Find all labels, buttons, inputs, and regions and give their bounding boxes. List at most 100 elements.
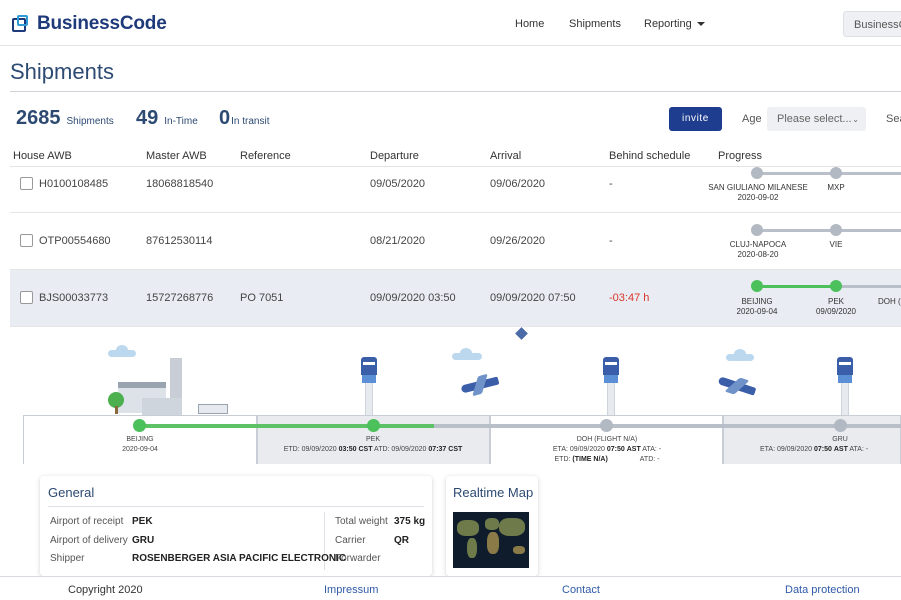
atd-label: ATD: 09/09/2020 [374, 446, 427, 453]
progress-stop-done [830, 280, 842, 292]
stop-name: DOH (FLIGHT N/A) [576, 436, 638, 443]
progress-stop-label: MXP [816, 183, 856, 193]
col-arrival[interactable]: Arrival [490, 150, 522, 162]
col-reference[interactable]: Reference [240, 150, 291, 162]
footer-contact-link[interactable]: Contact [562, 584, 600, 596]
etd-value: (TIME N/A) [572, 456, 608, 463]
row-checkbox[interactable] [20, 234, 33, 247]
stop-name: VIE [829, 240, 843, 249]
nav-shipments[interactable]: Shipments [569, 18, 621, 30]
timeline-label: DOH (FLIGHT N/A) ETA: 09/09/2020 07:50 A… [496, 435, 718, 465]
timeline-label: GRU ETA: 09/09/2020 07:50 AST ATA: - [760, 435, 901, 455]
field-label: Total weight [335, 516, 388, 527]
cell-departure: 09/05/2020 [370, 178, 426, 190]
col-departure[interactable]: Departure [370, 150, 419, 162]
col-progress[interactable]: Progress [718, 150, 763, 162]
progress-track [835, 285, 901, 288]
etd-tz: CST [358, 446, 373, 453]
progress-stop [830, 167, 842, 179]
stat-value: 49 [136, 107, 159, 129]
cell-departure: 09/09/2020 03:50 [370, 292, 456, 304]
airplane-icon [717, 376, 757, 396]
atd-tz: CST [448, 446, 463, 453]
account-button[interactable]: BusinessCode [843, 11, 901, 37]
timeline-dot [600, 419, 613, 432]
atd-time: 07:37 [428, 446, 447, 453]
cell-house-awb: OTP00554680 [39, 235, 111, 247]
table-row[interactable]: OTP00554680 87612530114 08/21/2020 09/26… [10, 213, 901, 270]
header-divider [10, 166, 901, 167]
timeline-stop-gru[interactable] [723, 415, 901, 464]
progress-stop [751, 167, 763, 179]
cell-arrival: 09/26/2020 [490, 235, 546, 247]
nav-home[interactable]: Home [515, 18, 545, 30]
timeline-track-done [140, 424, 434, 428]
field-label: Shipper [50, 553, 85, 564]
etd-time: 03:50 [338, 446, 357, 453]
field-label: Airport of receipt [50, 516, 124, 527]
airport-of-receipt-value: PEK [132, 516, 153, 527]
stat-in-transit: 0 In transit [219, 107, 269, 130]
eta-time: 07:50 [813, 446, 832, 453]
timeline-dot [834, 419, 847, 432]
stop-date: 2020-08-20 [737, 250, 779, 259]
search-label: Sea [886, 113, 901, 125]
stop-name: SAN GIULIANO MILANESE [708, 183, 808, 192]
table-row-selected[interactable]: BJS00033773 15727268776 PO 7051 09/09/20… [10, 270, 901, 327]
progress-stop [751, 224, 763, 236]
footer-impressum-link[interactable]: Impressum [324, 584, 379, 596]
satellite-icon [515, 327, 528, 340]
stat-shipments: 2685 Shipments [16, 107, 114, 130]
nav-reporting-label: Reporting [644, 18, 692, 30]
progress-stop-label: BEIJING 2020-09-04 [727, 297, 787, 317]
title-divider [10, 91, 901, 92]
footer-data-protection-link[interactable]: Data protection [785, 584, 860, 596]
age-select-value: Please select... [777, 113, 852, 125]
realtime-map-card[interactable]: Realtime Map [446, 476, 538, 576]
control-tower-icon [361, 357, 377, 415]
cell-master-awb: 18068818540 [146, 178, 214, 190]
control-tower-icon [837, 357, 853, 415]
nav-reporting[interactable]: Reporting [644, 18, 705, 30]
total-weight-value: 375 kg [394, 516, 426, 527]
cell-master-awb: 15727268776 [146, 292, 214, 304]
row-checkbox[interactable] [20, 177, 33, 190]
etd-label: ETD: 09/09/2020 [283, 446, 337, 453]
cloud-icon [108, 345, 136, 357]
eta-label: ETA: 09/09/2020 [760, 446, 813, 453]
progress-stop-label: PEK 09/09/2020 [806, 297, 866, 317]
page-title: Shipments [10, 59, 114, 84]
invite-button[interactable]: invite [669, 107, 722, 131]
brand-name: BusinessCode [37, 13, 167, 34]
table-row[interactable]: H0100108485 18068818540 09/05/2020 09/06… [10, 156, 901, 213]
col-house-awb[interactable]: House AWB [13, 150, 72, 162]
stat-label: In transit [231, 116, 270, 127]
cell-behind: -03:47 h [609, 292, 650, 304]
age-select[interactable]: Please select... ⌄ [767, 107, 866, 131]
stop-name: GRU [832, 436, 848, 443]
col-behind-schedule[interactable]: Behind schedule [609, 150, 691, 162]
card-column-divider [324, 512, 325, 570]
cell-master-awb: 87612530114 [146, 235, 213, 247]
timeline-track [434, 424, 901, 428]
field-label: Airport of delivery [50, 535, 128, 546]
progress-stop [830, 224, 842, 236]
stop-date: 2020-09-02 [737, 193, 779, 202]
brand-logo[interactable]: BusinessCode [12, 13, 167, 35]
cell-reference: PO 7051 [240, 292, 284, 304]
progress-stop-done [751, 280, 763, 292]
ata-label: ATA: - [849, 446, 869, 453]
world-map-thumbnail[interactable] [453, 512, 529, 568]
stop-name: PEK [365, 436, 380, 443]
stop-date: 2020-09-04 [736, 307, 778, 316]
footer-copyright: Copyright 2020 [68, 584, 143, 596]
eta-label: ETA: 09/09/2020 [552, 446, 605, 453]
progress-stop-label: SAN GIULIANO MILANESE 2020-09-02 [708, 183, 808, 203]
col-master-awb[interactable]: Master AWB [146, 150, 207, 162]
airplane-icon [460, 376, 500, 394]
progress-track [756, 172, 901, 175]
eta-tz: AST [833, 446, 848, 453]
row-checkbox[interactable] [20, 291, 33, 304]
stop-name: BEIJING [126, 436, 154, 443]
stop-name: PEK [827, 297, 844, 306]
